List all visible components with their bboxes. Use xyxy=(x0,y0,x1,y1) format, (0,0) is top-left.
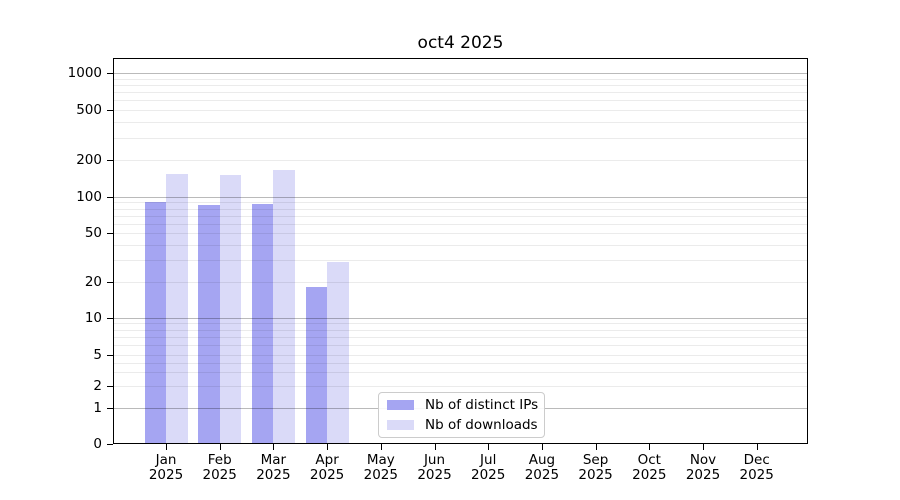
y-tick-mark xyxy=(107,233,113,235)
y-tick-label: 500 xyxy=(76,102,102,118)
x-tick-label: Nov 2025 xyxy=(685,452,721,483)
y-tick-label: 5 xyxy=(93,347,102,363)
bar-distinct-ips xyxy=(144,202,166,444)
x-tick-label: Dec 2025 xyxy=(739,452,774,483)
chart-title: oct4 2025 xyxy=(417,33,504,53)
y-gridline-minor xyxy=(113,329,808,331)
x-tick-label: Jun 2025 xyxy=(417,452,452,483)
x-tick-label: Oct 2025 xyxy=(632,452,667,483)
x-tick-mark xyxy=(595,444,597,450)
y-tick-mark xyxy=(107,355,113,356)
x-tick-label: May 2025 xyxy=(363,452,398,483)
y-tick-label: 2 xyxy=(93,378,102,394)
y-gridline-minor xyxy=(113,245,808,247)
legend-item: Nb of downloads xyxy=(387,416,538,434)
y-tick-mark xyxy=(107,110,113,111)
y-gridline-minor xyxy=(113,260,808,262)
y-tick-label: 10 xyxy=(84,309,102,326)
y-tick-mark xyxy=(107,281,113,283)
x-tick-mark xyxy=(273,444,275,450)
y-tick-label: 20 xyxy=(84,273,102,290)
legend-swatch-distinct-ips xyxy=(387,400,414,410)
y-gridline-minor xyxy=(113,281,808,283)
legend-label: Nb of downloads xyxy=(425,416,538,433)
x-tick-label: Apr 2025 xyxy=(309,452,345,483)
y-gridline-minor xyxy=(113,215,808,217)
y-tick-label: 200 xyxy=(76,152,102,168)
x-tick-mark xyxy=(756,444,758,450)
bar-distinct-ips xyxy=(251,204,274,444)
x-tick-label: Mar 2025 xyxy=(256,452,291,483)
x-tick-label: Feb 2025 xyxy=(202,452,237,483)
x-tick-label: Sep 2025 xyxy=(578,452,613,483)
y-tick-label: 100 xyxy=(76,188,102,205)
y-gridline-minor xyxy=(113,160,808,161)
y-gridline-minor xyxy=(113,92,808,94)
y-tick-mark xyxy=(107,317,113,319)
y-gridline-minor xyxy=(113,85,808,87)
legend-label: Nb of distinct IPs xyxy=(425,396,539,413)
y-tick-mark xyxy=(107,408,113,410)
y-tick-mark xyxy=(107,160,113,161)
y-tick-mark xyxy=(107,443,113,445)
x-tick-mark xyxy=(327,444,329,450)
y-gridline-minor xyxy=(113,336,808,338)
x-tick-mark xyxy=(434,444,436,450)
y-gridline-minor xyxy=(113,137,808,139)
x-tick-label: Jul 2025 xyxy=(471,452,506,483)
y-tick-mark xyxy=(107,196,113,198)
y-gridline-minor xyxy=(113,386,808,387)
x-tick-mark xyxy=(488,444,490,450)
bar-distinct-ips xyxy=(198,205,220,444)
y-gridline-minor xyxy=(113,345,808,347)
x-tick-mark xyxy=(380,444,382,450)
legend: Nb of distinct IPs Nb of downloads xyxy=(378,392,545,438)
y-gridline-minor xyxy=(113,223,808,225)
y-gridline-minor xyxy=(113,372,808,374)
y-tick-label: 1 xyxy=(93,400,102,417)
y-tick-label: 50 xyxy=(84,225,102,242)
x-tick-mark xyxy=(649,444,651,450)
y-tick-label: 0 xyxy=(93,435,102,452)
y-gridline-major xyxy=(113,73,808,75)
y-tick-mark xyxy=(107,386,113,387)
y-gridline-minor xyxy=(113,122,808,124)
y-tick-label: 1000 xyxy=(67,65,102,82)
y-gridline-minor xyxy=(113,202,808,204)
bar-downloads xyxy=(273,170,295,444)
x-tick-mark xyxy=(541,444,543,450)
y-tick-mark xyxy=(107,73,113,75)
y-gridline-minor xyxy=(113,355,808,356)
y-gridline-minor xyxy=(113,362,808,364)
legend-swatch-downloads xyxy=(387,420,414,430)
y-gridline-minor xyxy=(113,100,808,102)
y-gridline-minor xyxy=(113,323,808,325)
y-gridline-minor xyxy=(113,208,808,210)
x-tick-mark xyxy=(219,444,221,450)
bar-downloads xyxy=(166,174,188,444)
legend-item: Nb of distinct IPs xyxy=(387,396,539,414)
y-gridline-major xyxy=(113,196,808,198)
y-gridline-minor xyxy=(113,233,808,235)
bar-downloads xyxy=(327,262,349,444)
y-gridline-minor xyxy=(113,78,808,80)
bar-distinct-ips xyxy=(305,287,328,444)
x-tick-mark xyxy=(166,444,167,450)
y-gridline-minor xyxy=(113,110,808,111)
x-tick-label: Aug 2025 xyxy=(524,452,560,483)
bar-downloads xyxy=(219,174,242,444)
y-gridline-major xyxy=(113,317,808,319)
x-tick-label: Jan 2025 xyxy=(148,452,184,483)
x-tick-mark xyxy=(703,444,704,450)
